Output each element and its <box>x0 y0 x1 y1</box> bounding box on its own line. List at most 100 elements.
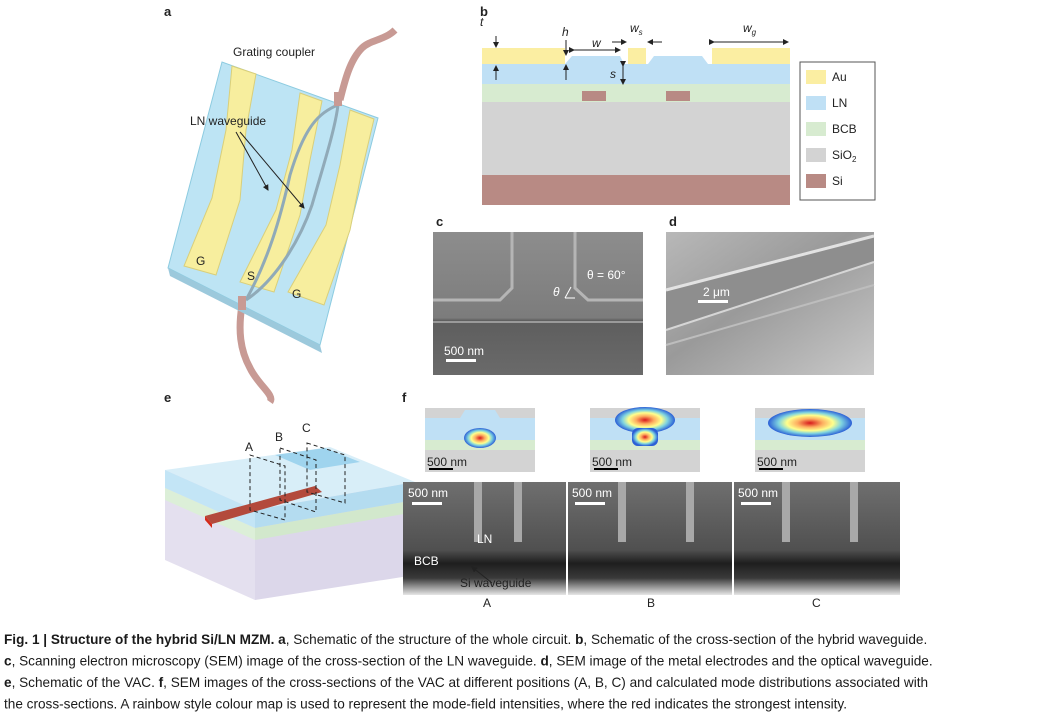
caption-run: , SEM images of the cross-sections of th… <box>163 675 928 690</box>
scale-bar <box>759 468 783 470</box>
section-label: A <box>245 440 253 454</box>
annotation: LN <box>477 532 492 546</box>
caption-run: e <box>4 675 12 690</box>
caption-line: Fig. 1 | Structure of the hybrid Si/LN M… <box>4 632 927 647</box>
electrode-label: G <box>292 287 301 301</box>
mode-field <box>632 428 658 446</box>
legend-swatch <box>806 148 826 162</box>
waveguide <box>244 103 340 302</box>
scale-label: 500 nm <box>592 455 632 469</box>
caption: Fig. 1 | Structure of the hybrid Si/LN M… <box>4 632 933 712</box>
caption-run: c <box>4 654 12 669</box>
caption-run: the cross-sections. A rainbow style colo… <box>4 697 847 712</box>
au-layer <box>712 48 790 64</box>
legend-label-base: SiO <box>832 148 852 162</box>
dim-label: s <box>610 67 616 81</box>
sio2-layer <box>482 102 790 175</box>
legend: Au LN BCB SiO2 Si <box>806 70 857 188</box>
dim-label: ws <box>630 21 643 37</box>
legend-swatch <box>806 96 826 110</box>
position-label: C <box>812 596 821 610</box>
caption-line: e, Schematic of the VAC. f, SEM images o… <box>4 675 928 690</box>
caption-run: d <box>540 654 548 669</box>
mode-simulations: 500 nm 500 nm 500 nm <box>425 400 865 472</box>
cross-section <box>482 36 790 205</box>
sim-top <box>425 400 535 408</box>
caption-run: , Schematic of the structure of the whol… <box>286 632 575 647</box>
panel-label: c <box>436 214 443 229</box>
scale-label: 500 nm <box>572 486 612 500</box>
caption-run: Fig. 1 | Structure of the hybrid Si/LN M… <box>4 632 278 647</box>
section-label: B <box>275 430 283 444</box>
legend-label: BCB <box>832 122 857 136</box>
scale-bar <box>446 359 476 362</box>
scale-label: 2 μm <box>703 285 730 299</box>
scale-label: 500 nm <box>427 455 467 469</box>
circuit-schematic <box>167 27 398 405</box>
au-layer <box>482 48 565 64</box>
sim-top <box>590 400 700 408</box>
annotation: θ = 60° <box>587 268 626 282</box>
sem-image-c <box>433 232 643 375</box>
panel-label: b <box>480 4 488 19</box>
sem-image-f <box>403 482 900 595</box>
caption-run: , Schematic of the cross-section of the … <box>583 632 927 647</box>
scale-label: 500 nm <box>444 344 484 358</box>
bcb-layer <box>482 84 790 102</box>
coupler-pad <box>334 92 342 106</box>
sem-image-d <box>665 232 875 375</box>
caption-line: the cross-sections. A rainbow style colo… <box>4 697 847 712</box>
position-label: B <box>647 596 655 610</box>
arrow <box>235 131 269 191</box>
panel-label: e <box>164 390 171 405</box>
dim-label: wg <box>743 21 757 37</box>
arrow <box>239 131 305 209</box>
caption-line: c, Scanning electron microscopy (SEM) im… <box>4 654 933 669</box>
panel-label: a <box>164 4 172 19</box>
caption-run: f <box>159 675 164 690</box>
legend-swatch <box>806 70 826 84</box>
scale-label: 500 nm <box>408 486 448 500</box>
panel-label: d <box>669 214 677 229</box>
mode-field <box>768 409 852 437</box>
caption-run: , Scanning electron microscopy (SEM) ima… <box>12 654 541 669</box>
scale-label: 500 nm <box>757 455 797 469</box>
legend-swatch <box>806 174 826 188</box>
annotation: Si waveguide <box>460 576 532 590</box>
electrode-label: G <box>196 254 205 268</box>
electrode <box>183 65 257 276</box>
section-label: C <box>302 421 311 435</box>
dim-label: h <box>562 25 569 39</box>
legend-label-sub: 2 <box>852 155 857 164</box>
annotation: LN waveguide <box>190 114 266 128</box>
vac-schematic <box>165 442 415 600</box>
chip-edge <box>168 268 322 353</box>
sim-bcb <box>755 440 865 450</box>
ln-layer <box>482 56 790 84</box>
scale-bar <box>429 468 453 470</box>
electrode <box>287 109 375 306</box>
sim-top <box>755 400 865 408</box>
legend-label: SiO2 <box>832 148 857 164</box>
annotation: BCB <box>414 554 439 568</box>
coupler-pad <box>238 296 246 310</box>
caption-run: b <box>575 632 583 647</box>
au-layer <box>628 48 646 64</box>
scale-bar <box>698 300 728 303</box>
caption-run: a <box>278 632 286 647</box>
legend-label: Si <box>832 174 843 188</box>
legend-swatch <box>806 122 826 136</box>
caption-run: , Schematic of the VAC. <box>12 675 159 690</box>
caption-run: , SEM image of the metal electrodes and … <box>549 654 933 669</box>
position-label: A <box>483 596 491 610</box>
si-waveguide <box>582 91 606 101</box>
grating-coupler <box>336 27 398 101</box>
scale-bar <box>594 468 618 470</box>
mode-field <box>464 428 496 448</box>
legend-label: LN <box>832 96 847 110</box>
electrode-label: S <box>247 269 255 283</box>
grating-coupler <box>236 304 275 405</box>
mode-field <box>615 407 675 433</box>
panel-label: f <box>402 390 407 405</box>
